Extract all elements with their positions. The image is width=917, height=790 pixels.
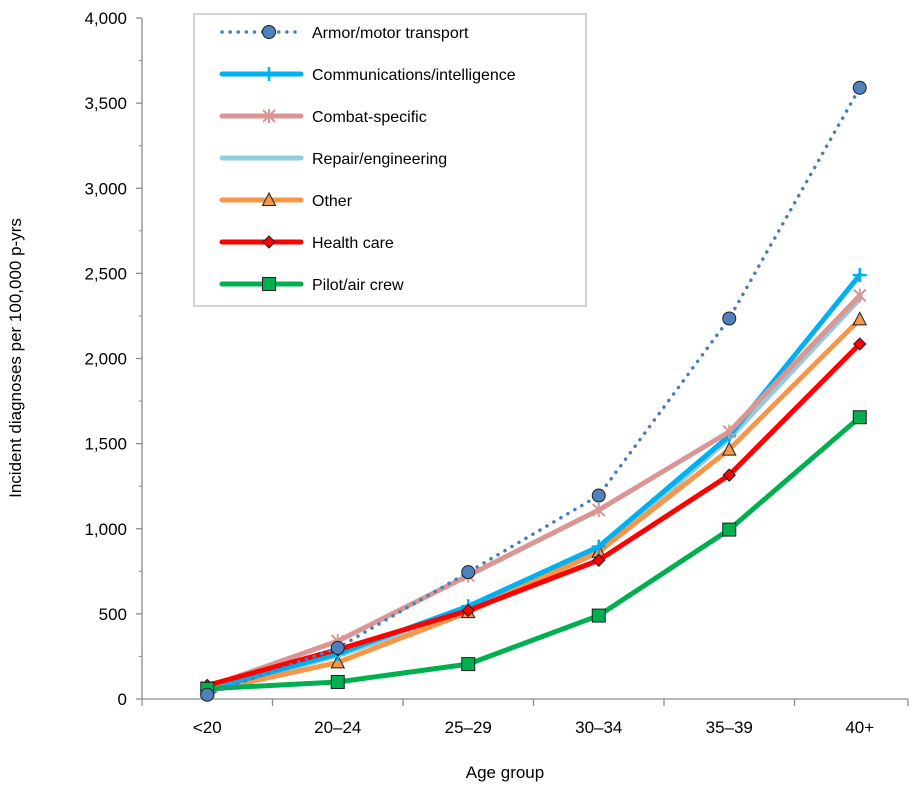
data-point-health-care (722, 468, 736, 482)
legend-item-other: Other (219, 191, 353, 210)
series-line-pilot-air-crew (204, 414, 863, 692)
legend-item-health-care: Health care (219, 235, 394, 252)
data-point-combat-specific (853, 288, 867, 303)
series-repair-engineering (204, 296, 863, 693)
data-point-other (852, 311, 868, 326)
legend-marker-pilot-air-crew (262, 277, 276, 291)
data-point-armor-motor-transport (852, 80, 867, 95)
data-point-communications-intelligence (591, 539, 606, 554)
legend-item-repair-engineering: Repair/engineering (219, 151, 447, 168)
data-point-armor-motor-transport (722, 311, 737, 326)
y-axis-title: Incident diagnoses per 100,000 p-yrs (6, 218, 25, 498)
series-line-health-care (204, 341, 863, 688)
data-point-combat-specific (722, 424, 736, 439)
data-point-pilot-air-crew (330, 674, 345, 689)
axes: 0 500 1,000 1,500 2,000 2,500 3,000 3,500 4,000 <… (84, 9, 909, 737)
y-tick-label: 4,000 (84, 9, 127, 28)
data-point-pilot-air-crew (591, 608, 606, 623)
x-tick-label: 40+ (845, 718, 874, 737)
legend-label-combat-specific: Combat-specific (312, 109, 427, 126)
x-tick-label: 20–24 (314, 718, 361, 737)
data-point-armor-motor-transport (461, 565, 476, 580)
data-point-other (330, 654, 346, 669)
data-point-health-care (461, 603, 475, 618)
series-line-armor-motor-transport (205, 86, 862, 697)
y-tick-label: 2,500 (84, 264, 127, 283)
data-point-pilot-air-crew (852, 410, 867, 425)
series-line-combat-specific (204, 293, 863, 690)
x-tick-label: 30–34 (575, 718, 622, 737)
legend-item-combat-specific: Combat-specific (219, 109, 427, 126)
y-tick-label: 3,500 (84, 94, 127, 113)
series-line-repair-engineering (204, 296, 863, 693)
legend-label-other: Other (312, 193, 353, 210)
legend-label-armor-motor-transport: Armor/motor transport (312, 25, 469, 42)
series-combat-specific (200, 288, 867, 695)
x-axis-title: Age group (466, 763, 544, 782)
data-point-communications-intelligence (852, 268, 867, 283)
y-tick-label: 1,000 (84, 520, 127, 539)
series-layer (199, 80, 868, 702)
data-point-armor-motor-transport (330, 640, 345, 655)
legend-marker-communications-intelligence (262, 67, 276, 81)
legend-label-communications-intelligence: Communications/intelligence (312, 67, 516, 84)
y-tick-label: 3,000 (84, 179, 127, 198)
series-communications-intelligence (200, 268, 867, 697)
data-point-health-care (853, 337, 867, 351)
legend-label-pilot-air-crew: Pilot/air crew (312, 277, 404, 294)
x-tick-label: 35–39 (706, 718, 753, 737)
data-point-armor-motor-transport (200, 687, 215, 702)
series-line-communications-intelligence (204, 272, 863, 693)
x-tick-label: 25–29 (445, 718, 492, 737)
legend-marker-other (261, 191, 277, 206)
data-point-combat-specific (592, 503, 606, 518)
legend-marker-combat-specific (262, 109, 276, 123)
legend-label-health-care: Health care (312, 235, 394, 252)
x-tick-label: <20 (193, 718, 222, 737)
legend-marker-health-care (262, 235, 276, 249)
data-point-pilot-air-crew (461, 657, 476, 672)
legend: Armor/motor transport Communications/inte… (193, 13, 587, 307)
y-tick-label: 0 (118, 690, 127, 709)
y-tick-label: 1,500 (84, 435, 127, 454)
legend-item-pilot-air-crew: Pilot/air crew (219, 277, 404, 294)
legend-item-communications-intelligence: Communications/intelligence (219, 67, 516, 84)
legend-marker-armor-motor-transport (262, 25, 276, 39)
legend-item-armor-motor-transport: Armor/motor transport (220, 25, 469, 42)
series-pilot-air-crew (200, 410, 867, 696)
legend-label-repair-engineering: Repair/engineering (312, 151, 447, 168)
data-point-health-care (592, 553, 606, 567)
y-tick-label: 500 (99, 605, 127, 624)
series-line-other (204, 316, 863, 694)
y-tick-label: 2,000 (84, 350, 127, 369)
series-armor-motor-transport (200, 80, 867, 702)
data-point-pilot-air-crew (722, 522, 737, 537)
data-point-armor-motor-transport (591, 488, 606, 503)
data-point-other (721, 441, 737, 456)
